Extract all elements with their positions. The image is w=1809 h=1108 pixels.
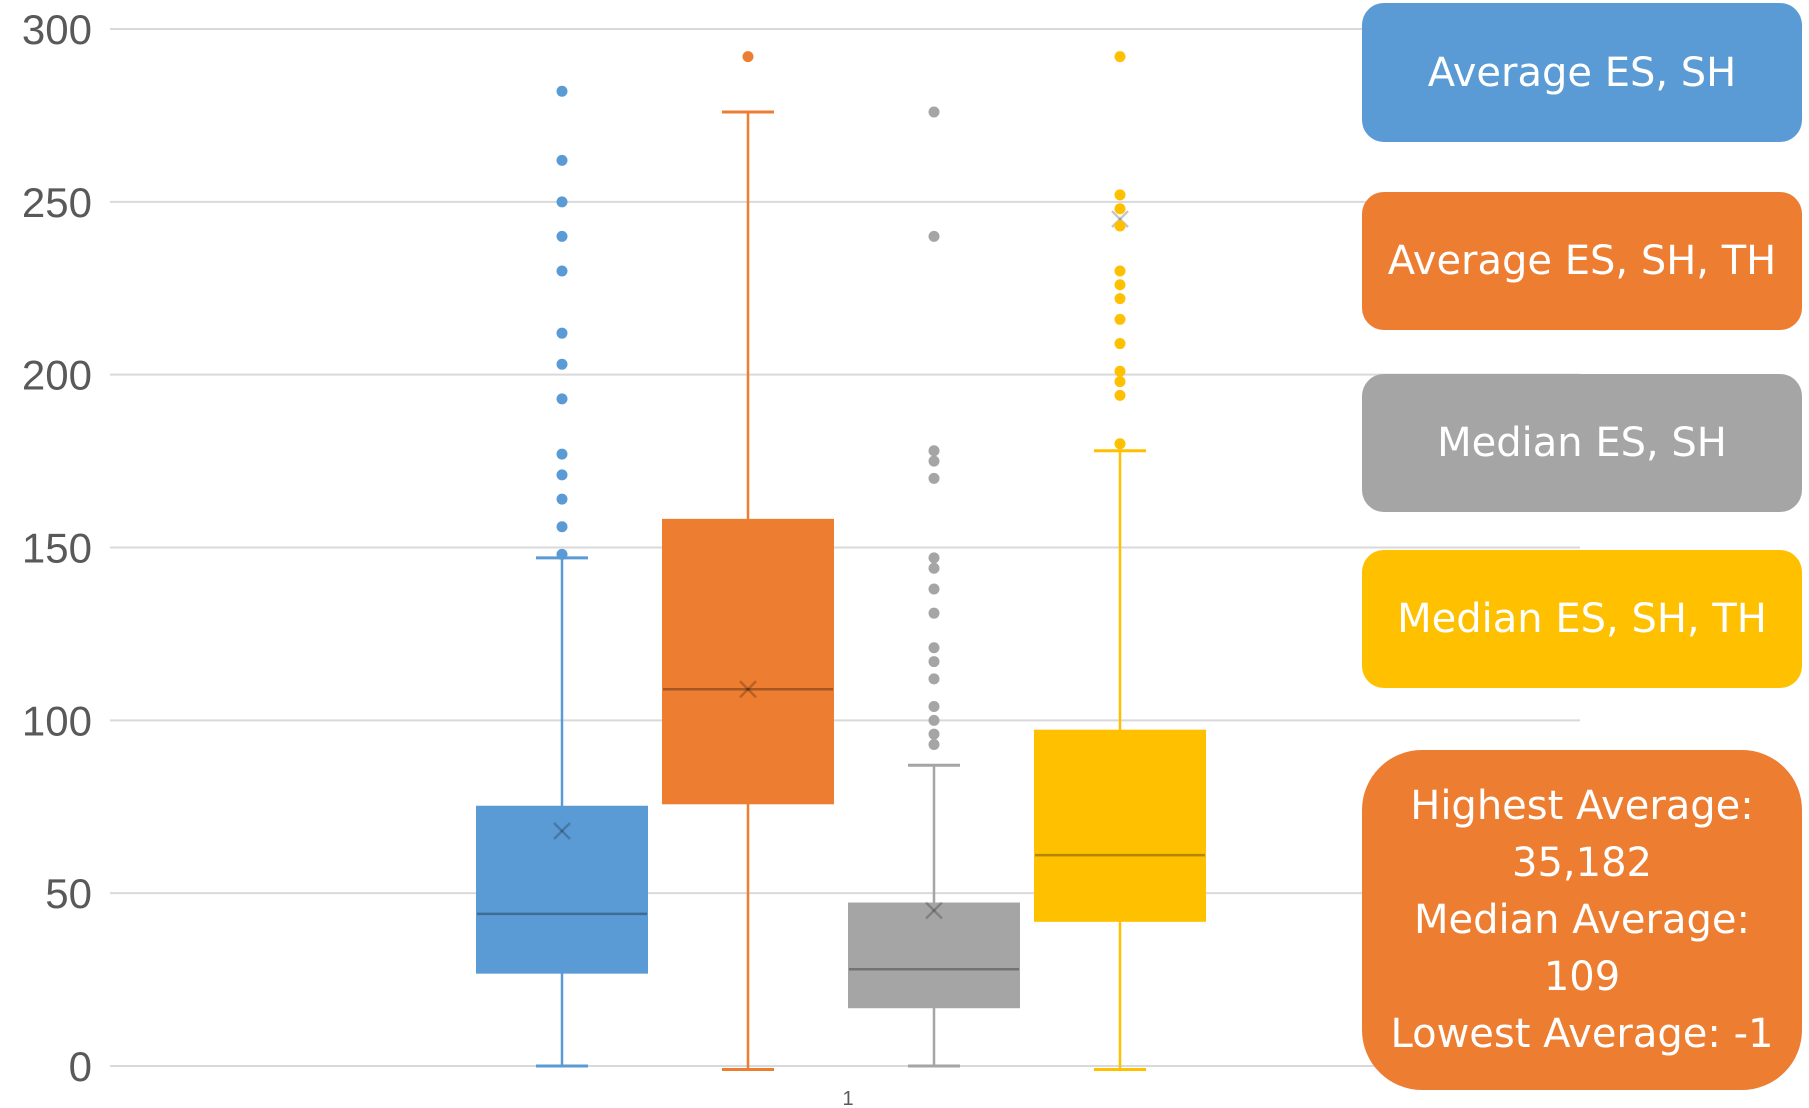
outlier-point bbox=[1114, 293, 1126, 305]
box bbox=[476, 805, 648, 974]
stat-median-label: Median Average: bbox=[1414, 896, 1750, 943]
box bbox=[848, 902, 1020, 1009]
x-tick-label: 1 bbox=[842, 1088, 853, 1108]
mean-marker bbox=[1111, 210, 1129, 229]
outlier-point bbox=[1114, 51, 1126, 63]
outlier-point bbox=[556, 265, 568, 277]
legend-average-es-sh: Average ES, SH bbox=[1362, 3, 1802, 142]
outlier-point bbox=[928, 739, 940, 751]
outlier-point bbox=[928, 106, 940, 118]
outlier-point bbox=[556, 196, 568, 208]
legend-label: Median ES, SH, TH bbox=[1397, 596, 1767, 642]
outlier-point bbox=[556, 493, 568, 505]
outlier-point bbox=[742, 51, 754, 63]
outlier-point bbox=[928, 472, 940, 484]
outlier-point bbox=[928, 445, 940, 457]
outlier-point bbox=[928, 656, 940, 668]
y-tick-label: 50 bbox=[45, 870, 92, 917]
outlier-point bbox=[1114, 203, 1126, 215]
legend-median-es-sh-th: Median ES, SH, TH bbox=[1362, 550, 1802, 688]
box bbox=[1034, 729, 1206, 922]
outlier-point bbox=[1114, 438, 1126, 450]
outlier-point bbox=[928, 673, 940, 685]
stat-highest-value: 35,182 bbox=[1512, 839, 1652, 886]
legend-label: Average ES, SH, TH bbox=[1387, 238, 1777, 284]
outlier-point bbox=[1114, 338, 1126, 350]
outlier-point bbox=[928, 607, 940, 619]
outlier-point bbox=[928, 230, 940, 242]
mean-marker bbox=[925, 901, 943, 920]
outlier-point bbox=[556, 154, 568, 166]
box bbox=[662, 518, 834, 805]
legend-label: Average ES, SH bbox=[1427, 49, 1737, 96]
outlier-point bbox=[556, 521, 568, 533]
mean-marker bbox=[1111, 210, 1129, 229]
y-tick-label: 250 bbox=[22, 179, 92, 226]
outlier-point bbox=[1114, 265, 1126, 277]
y-tick-label: 0 bbox=[69, 1043, 92, 1090]
outlier-point bbox=[1114, 189, 1126, 201]
mean-marker bbox=[553, 822, 571, 840]
outlier-point bbox=[556, 448, 568, 460]
outlier-point bbox=[1114, 365, 1126, 377]
outlier-point bbox=[928, 552, 940, 564]
stat-highest-label: Highest Average: bbox=[1410, 782, 1754, 829]
outlier-point bbox=[928, 714, 940, 726]
mean-marker bbox=[739, 680, 757, 699]
stat-lowest: Lowest Average: -1 bbox=[1390, 1010, 1774, 1057]
mean-marker bbox=[553, 822, 571, 840]
outlier-point bbox=[556, 469, 568, 481]
outlier-point bbox=[1114, 220, 1126, 232]
outlier-point bbox=[928, 562, 940, 574]
outlier-point bbox=[556, 327, 568, 339]
mean-marker bbox=[739, 680, 757, 699]
outlier-point bbox=[556, 393, 568, 405]
outlier-point bbox=[1114, 279, 1126, 291]
outlier-point bbox=[556, 85, 568, 97]
outlier-point bbox=[928, 583, 940, 595]
y-tick-label: 150 bbox=[22, 525, 92, 572]
outlier-point bbox=[556, 548, 568, 560]
outlier-point bbox=[1114, 376, 1126, 388]
y-tick-label: 100 bbox=[22, 697, 92, 744]
outlier-point bbox=[1114, 313, 1126, 325]
outlier-point bbox=[928, 642, 940, 654]
outlier-point bbox=[556, 230, 568, 242]
legend-average-es-sh-th: Average ES, SH, TH bbox=[1362, 192, 1802, 330]
outlier-point bbox=[1114, 389, 1126, 401]
outlier-point bbox=[556, 358, 568, 370]
mean-marker bbox=[925, 901, 943, 920]
stats-box: Highest Average: 35,182 Median Average: … bbox=[1362, 750, 1802, 1090]
outlier-point bbox=[928, 455, 940, 467]
outlier-point bbox=[928, 728, 940, 740]
y-tick-label: 200 bbox=[22, 352, 92, 399]
legend-label: Median ES, SH bbox=[1437, 420, 1727, 466]
stat-median-value: 109 bbox=[1543, 953, 1621, 1000]
y-tick-label: 300 bbox=[22, 6, 92, 53]
outlier-point bbox=[928, 701, 940, 713]
legend-median-es-sh: Median ES, SH bbox=[1362, 374, 1802, 512]
